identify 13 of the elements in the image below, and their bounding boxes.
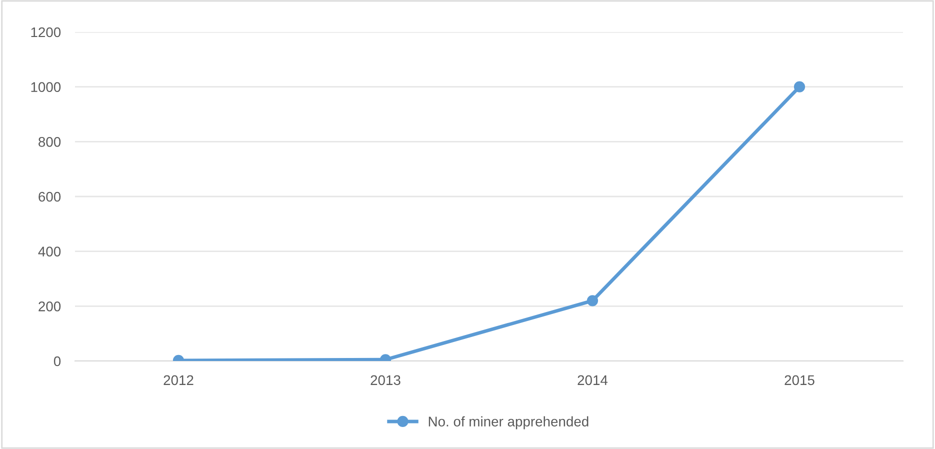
y-tick-label: 200 (38, 302, 61, 312)
point (794, 81, 806, 92)
y-tick-label: 800 (38, 137, 61, 147)
legend-label: No. of miner apprehended (428, 416, 588, 430)
y-tick-label: 0 (54, 356, 61, 366)
x-tick-label: 2013 (370, 375, 400, 386)
y-tick-label: 1000 (31, 82, 61, 92)
y-tick-label: 1200 (31, 27, 61, 38)
x-tick-label: 2015 (784, 375, 814, 386)
y-tick-label: 400 (38, 246, 61, 257)
y-tick-label: 600 (38, 192, 61, 202)
x-tick-label: 2014 (578, 375, 608, 386)
x-tick-label: 2012 (164, 375, 194, 386)
